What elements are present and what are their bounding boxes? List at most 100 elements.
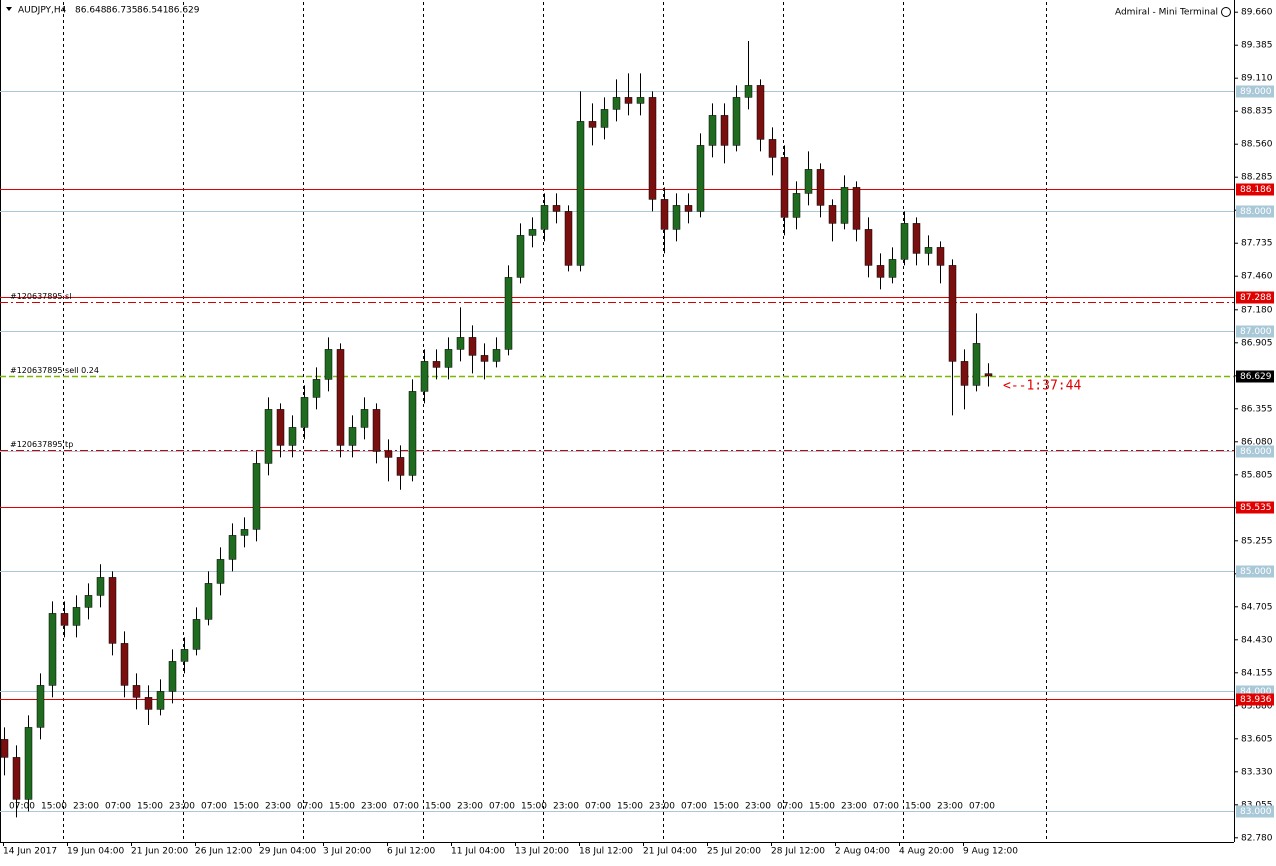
- candle-body: [264, 409, 273, 464]
- candle-body: [48, 613, 57, 686]
- y-tick-label: 84.430: [1241, 635, 1273, 645]
- session-hour-label: 23:00: [361, 802, 387, 812]
- candle-body: [936, 247, 945, 266]
- terminal-name: Admiral - Mini Terminal: [1115, 8, 1218, 18]
- candle-body: [972, 343, 981, 386]
- session-hour-label: 23:00: [169, 802, 195, 812]
- candle-body: [984, 373, 993, 377]
- session-hour-label: 07:00: [585, 802, 611, 812]
- candle-body: [876, 265, 885, 278]
- collapse-arrow[interactable]: [6, 7, 12, 11]
- candle-body: [300, 397, 309, 428]
- x-tick-label: 18 Jul 12:00: [579, 847, 633, 857]
- session-hour-label: 15:00: [713, 802, 739, 812]
- session-hour-label: 23:00: [73, 802, 99, 812]
- header-open: 86.648: [75, 6, 107, 16]
- y-tick-label: 87.180: [1241, 305, 1273, 315]
- candle-body: [12, 757, 21, 800]
- header-low: 86.541: [137, 6, 169, 16]
- candle-body: [192, 619, 201, 650]
- session-hour-label: 23:00: [649, 802, 675, 812]
- session-hour-label: 15:00: [41, 802, 67, 812]
- candle-body: [444, 349, 453, 368]
- y-tick-label: 89.385: [1241, 41, 1273, 51]
- session-hour-label: 07:00: [393, 802, 419, 812]
- candle-body: [24, 727, 33, 800]
- price-level-label: 86.000: [1240, 447, 1272, 457]
- y-tick-label: 87.460: [1241, 272, 1273, 282]
- session-hour-label: 15:00: [809, 802, 835, 812]
- price-level-label: 83.936: [1240, 695, 1272, 705]
- session-hour-label: 23:00: [745, 802, 771, 812]
- candle-body: [336, 349, 345, 446]
- order-label: #120637895 sl: [10, 292, 71, 301]
- candle-body: [144, 697, 153, 710]
- y-tick-label: 84.155: [1241, 668, 1273, 678]
- x-tick-label: 4 Aug 20:00: [899, 847, 954, 857]
- candle-body: [636, 97, 645, 104]
- y-tick-label: 83.055: [1241, 800, 1273, 810]
- session-hour-label: 07:00: [873, 802, 899, 812]
- x-tick-label: 19 Jun 04:00: [67, 847, 124, 857]
- candle-body: [348, 427, 357, 446]
- candle-body: [324, 349, 333, 380]
- candle-body: [552, 205, 561, 212]
- y-tick-label: 89.110: [1241, 74, 1273, 84]
- candle-body: [132, 685, 141, 698]
- candle-body: [960, 361, 969, 386]
- session-hour-label: 07:00: [9, 802, 35, 812]
- y-tick-label: 84.705: [1241, 602, 1273, 612]
- price-level-label: 87.000: [1240, 327, 1272, 337]
- x-tick-label: 26 Jun 12:00: [195, 847, 252, 857]
- session-hour-label: 07:00: [969, 802, 995, 812]
- candle-body: [96, 577, 105, 596]
- y-tick-label: 86.080: [1241, 437, 1273, 447]
- y-tick-label: 83.605: [1241, 734, 1273, 744]
- candle-body: [72, 607, 81, 626]
- y-tick-label: 83.330: [1241, 767, 1273, 777]
- y-tick-label: 88.835: [1241, 107, 1273, 117]
- session-hour-label: 07:00: [105, 802, 131, 812]
- candle-body: [528, 229, 537, 236]
- session-hour-label: 15:00: [905, 802, 931, 812]
- candle-body: [780, 157, 789, 218]
- x-tick-label: 13 Jul 20:00: [515, 847, 569, 857]
- candle-body: [432, 361, 441, 368]
- candle-body: [516, 235, 525, 278]
- session-hour-label: 07:00: [777, 802, 803, 812]
- candle-body: [312, 379, 321, 398]
- price-level-label: 85.000: [1240, 567, 1272, 577]
- y-tick-label: 85.255: [1241, 536, 1273, 546]
- price-level-label: 88.186: [1240, 185, 1272, 195]
- candle-body: [696, 145, 705, 212]
- candle-body: [396, 457, 405, 476]
- session-hour-label: 15:00: [329, 802, 355, 812]
- candle-body: [384, 451, 393, 458]
- session-hour-label: 15:00: [617, 802, 643, 812]
- candle-body: [468, 337, 477, 356]
- y-tick-label: 87.735: [1241, 239, 1273, 249]
- x-tick-label: 11 Jul 04:00: [451, 847, 505, 857]
- order-label: #120637895 tp: [10, 440, 73, 449]
- candle-body: [600, 109, 609, 128]
- candle-body: [648, 97, 657, 200]
- session-hour-label: 23:00: [457, 802, 483, 812]
- price-level-tag: [1236, 205, 1274, 218]
- price-level-tag: [1236, 805, 1274, 818]
- candle-body: [84, 595, 93, 608]
- session-hour-label: 15:00: [233, 802, 259, 812]
- x-tick-label: 3 Jul 20:00: [323, 847, 372, 857]
- candle-body: [276, 409, 285, 446]
- candle-body: [36, 685, 45, 728]
- candle-body: [672, 205, 681, 230]
- smiley-icon: [1221, 7, 1231, 17]
- session-hour-label: 23:00: [265, 802, 291, 812]
- session-hour-label: 07:00: [201, 802, 227, 812]
- y-tick-label: 89.660: [1241, 8, 1273, 18]
- order-label: #120637895 sell 0.24: [10, 366, 99, 375]
- candle-body: [120, 643, 129, 686]
- candle-body: [888, 259, 897, 278]
- candle-body: [948, 265, 957, 362]
- candle-body: [612, 97, 621, 110]
